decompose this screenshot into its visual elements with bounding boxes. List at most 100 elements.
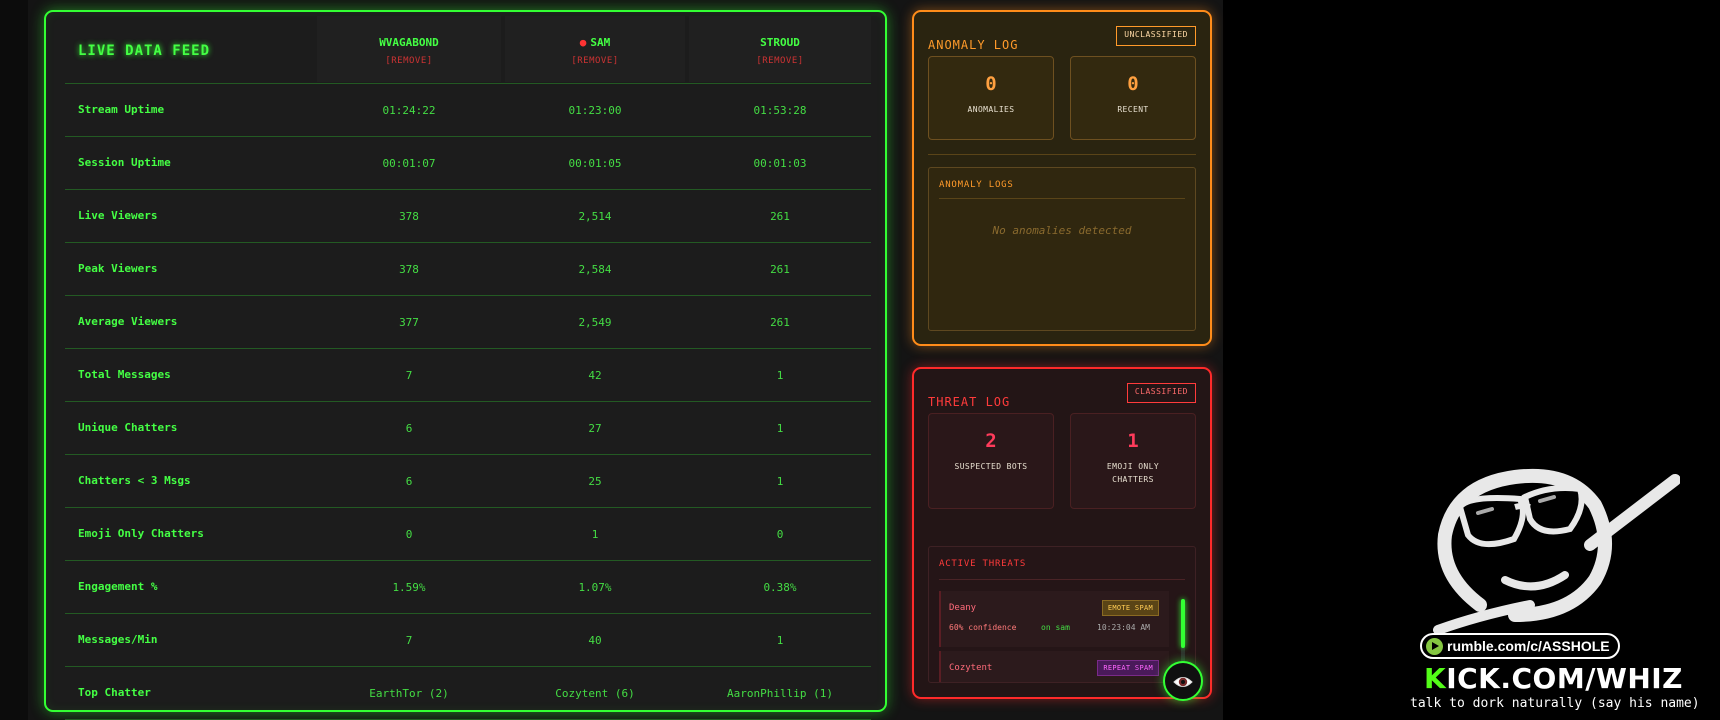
row-label: Live Viewers bbox=[78, 209, 158, 222]
table-row: Peak Viewers 378 2,584 261 bbox=[65, 243, 871, 296]
anomaly-log-panel: ANOMALY LOG UNCLASSIFIED 0 ANOMALIES 0 R… bbox=[912, 10, 1212, 346]
table-cell: 2,549 bbox=[578, 316, 612, 329]
table-cell: 01:24:22 bbox=[382, 104, 436, 117]
divider bbox=[939, 579, 1185, 580]
table-row: Chatters < 3 Msgs 6 25 1 bbox=[65, 455, 871, 508]
table-cell: 6 bbox=[405, 475, 413, 488]
row-label: Average Viewers bbox=[78, 315, 178, 328]
table-row: Stream Uptime 01:24:22 01:23:00 01:53:28 bbox=[65, 84, 871, 137]
row-label: Stream Uptime bbox=[78, 103, 165, 116]
remove-channel-button[interactable]: [REMOVE] bbox=[385, 56, 433, 66]
repeat-spam-tag: REPEAT SPAM bbox=[1097, 660, 1159, 676]
column-name: STROUD bbox=[760, 36, 800, 49]
threat-item[interactable]: Cozytent REPEAT SPAM bbox=[939, 651, 1169, 682]
table-row: Unique Chatters 6 27 1 bbox=[65, 402, 871, 455]
table-cell: 0 bbox=[405, 528, 413, 541]
feed-title: LIVE DATA FEED bbox=[78, 43, 211, 59]
table-cell: 0 bbox=[776, 528, 784, 541]
table-cell: 0.38% bbox=[763, 581, 797, 594]
table-cell: 1 bbox=[776, 422, 784, 435]
column-name: WVAGABOND bbox=[379, 36, 439, 49]
table-row: Average Viewers 377 2,549 261 bbox=[65, 296, 871, 349]
row-label: Chatters < 3 Msgs bbox=[78, 474, 191, 487]
threat-confidence: 60% confidence bbox=[949, 623, 1017, 632]
anomalies-stat: 0 ANOMALIES bbox=[928, 56, 1054, 140]
stat-label: SUSPECTED BOTS bbox=[954, 462, 1028, 471]
table-cell: 261 bbox=[770, 210, 790, 223]
table-cell: 378 bbox=[399, 210, 419, 223]
remove-channel-button[interactable]: [REMOVE] bbox=[571, 56, 619, 66]
table-cell: 1 bbox=[776, 634, 784, 647]
threats-scrollbar[interactable] bbox=[1181, 599, 1185, 669]
threat-log-panel: THREAT LOG CLASSIFIED 2 SUSPECTED BOTS 1… bbox=[912, 367, 1212, 699]
stat-label: EMOJI ONLY CHATTERS bbox=[1106, 462, 1160, 484]
sunglasses-face-icon bbox=[1433, 468, 1680, 635]
table-cell: 2,584 bbox=[578, 263, 612, 276]
anomaly-logs-box: ANOMALY LOGS No anomalies detected bbox=[928, 167, 1196, 331]
threat-item[interactable]: Deany EMOTE SPAM 60% confidence on sam 1… bbox=[939, 591, 1169, 647]
stage-left-edge bbox=[0, 0, 28, 720]
eye-icon bbox=[1173, 676, 1193, 687]
stat-value: 2 bbox=[985, 430, 997, 452]
divider bbox=[939, 198, 1185, 199]
table-cell: 378 bbox=[399, 263, 419, 276]
classified-badge[interactable]: CLASSIFIED bbox=[1126, 383, 1196, 403]
stat-value: 1 bbox=[1127, 430, 1139, 452]
table-cell: 00:01:07 bbox=[382, 157, 436, 170]
table-cell: 1 bbox=[776, 475, 784, 488]
suspected-bots-stat: 2 SUSPECTED BOTS bbox=[928, 413, 1054, 509]
anomaly-log-title: ANOMALY LOG bbox=[928, 38, 1019, 52]
rumble-link: rumble.com/c/ASSHOLE bbox=[1420, 633, 1620, 659]
scrollbar-thumb[interactable] bbox=[1181, 599, 1185, 648]
threat-timestamp: 10:23:04 AM bbox=[1097, 623, 1150, 632]
stat-value: 0 bbox=[1127, 73, 1139, 95]
row-label: Session Uptime bbox=[78, 156, 171, 169]
table-cell: 00:01:05 bbox=[568, 157, 622, 170]
threat-user: Cozytent bbox=[949, 663, 993, 673]
rumble-play-icon bbox=[1426, 637, 1443, 655]
feed-table: LIVE DATA FEED WVAGABOND [REMOVE] ● SAM [… bbox=[65, 16, 871, 720]
column-name-text: SAM bbox=[590, 36, 611, 49]
no-anomalies-message: No anomalies detected bbox=[992, 224, 1132, 237]
table-cell: 1.07% bbox=[578, 581, 612, 594]
stat-value: 0 bbox=[985, 73, 997, 95]
table-cell: 261 bbox=[770, 316, 790, 329]
table-cell: 6 bbox=[405, 422, 413, 435]
table-cell: EarthTor (2) bbox=[369, 687, 449, 700]
column-name: ● SAM bbox=[505, 36, 685, 49]
table-row: Total Messages 7 42 1 bbox=[65, 349, 871, 402]
table-row: Session Uptime 00:01:07 00:01:05 00:01:03 bbox=[65, 137, 871, 190]
table-row: Top Chatter EarthTor (2) Cozytent (6) Aaron… bbox=[65, 667, 871, 720]
table-cell: 40 bbox=[588, 634, 602, 647]
live-data-feed-panel: LIVE DATA FEED WVAGABOND [REMOVE] ● SAM [… bbox=[44, 10, 887, 720]
anomaly-logs-title: ANOMALY LOGS bbox=[939, 180, 1014, 190]
unclassified-badge[interactable]: UNCLASSIFIED bbox=[1116, 26, 1196, 46]
rumble-url: rumble.com/c/ASSHOLE bbox=[1447, 638, 1610, 654]
table-cell: 00:01:03 bbox=[753, 157, 807, 170]
eye-toggle-button[interactable] bbox=[1163, 661, 1203, 701]
table-cell: 42 bbox=[588, 369, 602, 382]
kick-url-rest: ICK.COM/WHIZ bbox=[1446, 662, 1683, 695]
table-cell: 1 bbox=[591, 528, 599, 541]
kick-k: K bbox=[1424, 662, 1447, 695]
remove-channel-button[interactable]: [REMOVE] bbox=[756, 56, 804, 66]
threat-user: Deany bbox=[949, 603, 977, 613]
row-label: Engagement % bbox=[78, 580, 158, 593]
table-cell: 27 bbox=[588, 422, 602, 435]
table-cell: Cozytent (6) bbox=[555, 687, 635, 700]
row-label: Peak Viewers bbox=[78, 262, 158, 275]
emote-spam-tag: EMOTE SPAM bbox=[1101, 600, 1159, 616]
divider bbox=[928, 154, 1196, 155]
table-cell: 261 bbox=[770, 263, 790, 276]
recent-stat: 0 RECENT bbox=[1070, 56, 1196, 140]
live-dot-icon: ● bbox=[579, 36, 587, 49]
table-row: Messages/Min 7 40 1 bbox=[65, 614, 871, 667]
table-cell: AaronPhillip (1) bbox=[727, 687, 833, 700]
table-cell: 1 bbox=[776, 369, 784, 382]
threat-log-title: THREAT LOG bbox=[928, 395, 1011, 409]
table-row: Live Viewers 378 2,514 261 bbox=[65, 190, 871, 243]
active-threats-title: ACTIVE THREATS bbox=[939, 559, 1027, 569]
feed-rows: Stream Uptime 01:24:22 01:23:00 01:53:28 Ses… bbox=[65, 84, 871, 720]
column-header-stroud: STROUD [REMOVE] bbox=[689, 16, 871, 82]
active-threats-box: ACTIVE THREATS Deany EMOTE SPAM 60% conf… bbox=[928, 546, 1196, 683]
